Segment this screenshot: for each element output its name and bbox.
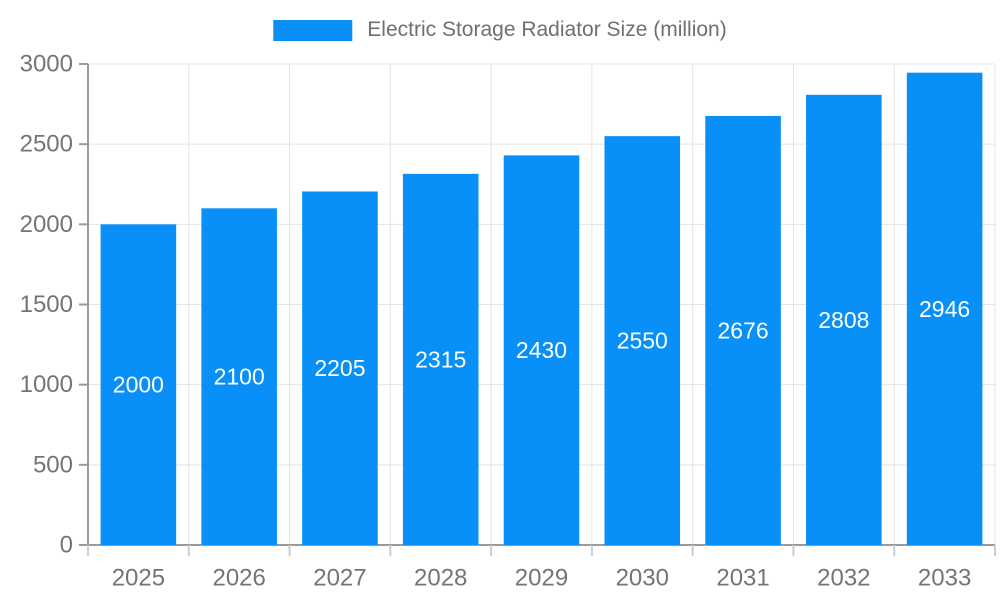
bar: [705, 115, 781, 545]
x-tick-label: 2032: [817, 565, 870, 592]
x-tick-label: 2033: [918, 565, 971, 592]
bar-value-label: 2000: [113, 372, 164, 398]
y-tick-label: 1000: [20, 371, 73, 398]
bar: [906, 72, 983, 546]
bar-value-label: 2100: [214, 364, 265, 390]
bar: [604, 136, 681, 545]
bar: [402, 173, 479, 545]
bar-value-label: 2808: [818, 307, 869, 333]
bar-value-label: 2430: [516, 337, 567, 363]
x-tick-label: 2028: [414, 565, 467, 592]
y-tick-label: 2500: [20, 131, 73, 158]
x-tick-label: 2026: [212, 565, 265, 592]
bar: [201, 208, 277, 546]
bar: [806, 94, 882, 545]
bar-value-label: 2550: [617, 328, 668, 354]
x-tick-label: 2030: [616, 565, 669, 592]
legend-label: Electric Storage Radiator Size (million): [367, 18, 727, 41]
bar-value-label: 2946: [919, 296, 970, 322]
bar-value-label: 2676: [717, 317, 768, 343]
x-tick-label: 2031: [716, 565, 769, 592]
y-tick-label: 0: [60, 532, 73, 559]
y-tick-label: 3000: [20, 51, 73, 78]
y-tick-label: 1500: [20, 291, 73, 318]
legend-swatch-icon: [273, 19, 353, 41]
y-tick-label: 500: [33, 451, 73, 478]
x-tick-label: 2025: [112, 565, 165, 592]
bar: [503, 155, 580, 545]
legend-item[interactable]: Electric Storage Radiator Size (million): [273, 18, 727, 42]
y-tick-label: 2000: [20, 211, 73, 238]
x-tick-label: 2029: [515, 565, 568, 592]
x-tick-label: 2027: [313, 565, 366, 592]
bar-value-label: 2315: [415, 346, 466, 372]
bar-value-label: 2205: [314, 355, 365, 381]
bar: [302, 191, 378, 545]
bar: [100, 224, 177, 546]
